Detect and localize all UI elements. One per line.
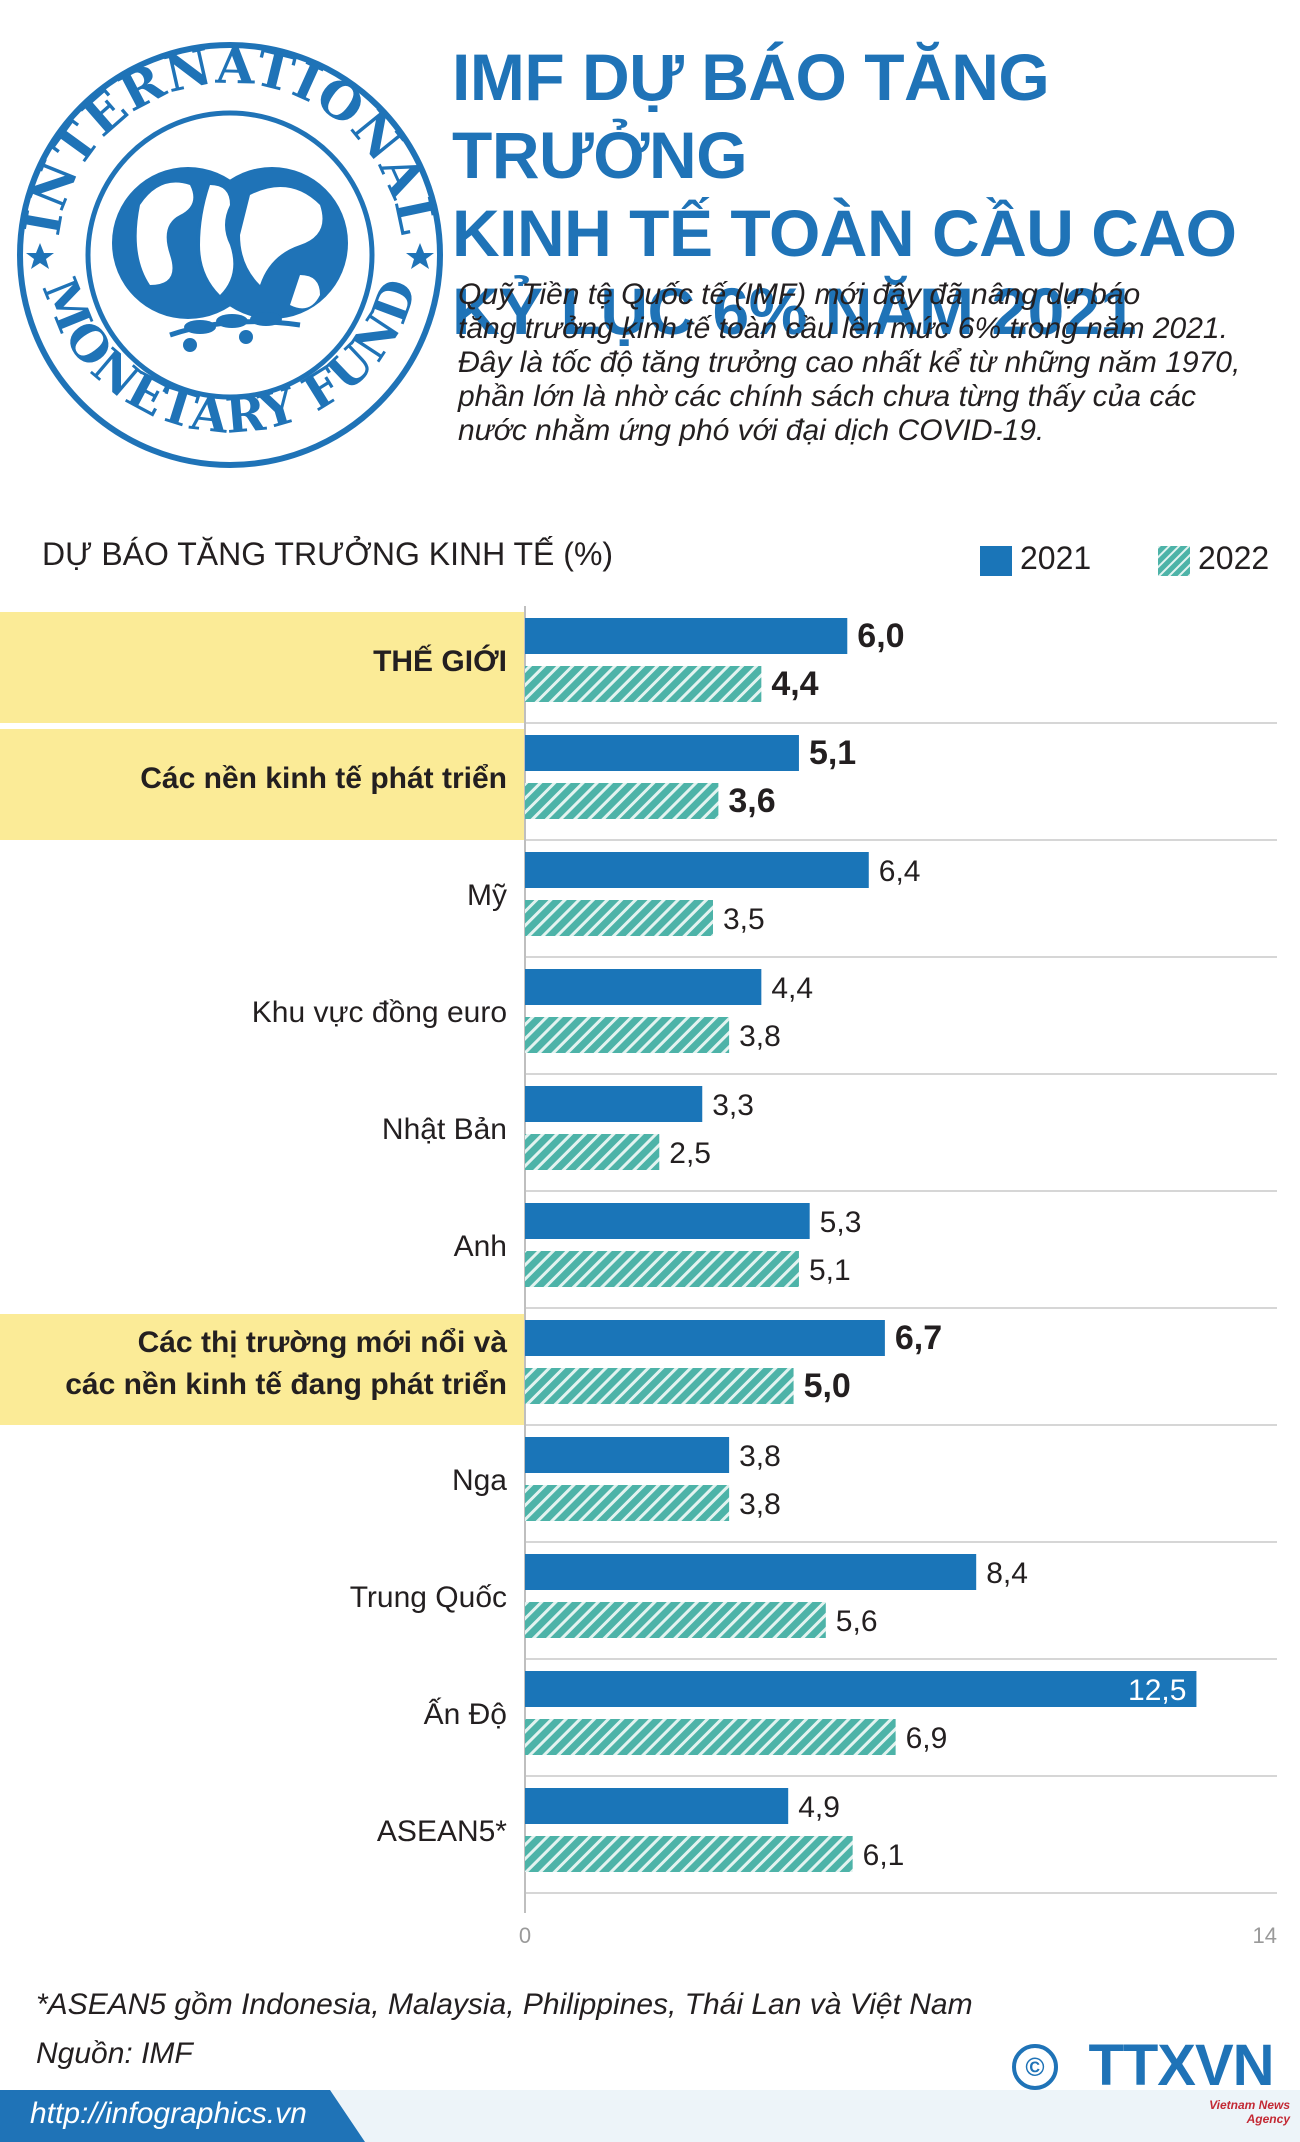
category-label: Khu vực đồng euro	[252, 996, 507, 1029]
bar-2021	[525, 1086, 703, 1122]
chart-title: DỰ BÁO TĂNG TRƯỞNG KINH TẾ (%)	[42, 536, 614, 572]
bar-value-label: 4,9	[798, 1791, 840, 1824]
bar-2021	[525, 618, 848, 654]
bar-value-label: 5,1	[809, 1254, 851, 1287]
bar-value-label: 4,4	[771, 665, 818, 703]
globe-icon	[112, 167, 348, 319]
category-label: Các thị trường mới nổi và	[138, 1326, 508, 1359]
bar-2022	[525, 1134, 660, 1170]
bar-2022	[525, 1719, 896, 1755]
bar-value-label: 3,6	[728, 782, 775, 820]
bar-2022	[525, 783, 719, 819]
bar-value-label: 12,5	[1128, 1674, 1186, 1707]
imf-logo: INTERNATIONAL MONETARY FUND	[12, 36, 447, 468]
intro-line: nước nhằm ứng phó với đại dịch COVID-19.	[458, 414, 1045, 447]
bar-2022	[525, 666, 762, 702]
x-tick-label: 0	[519, 1923, 531, 1948]
bar-value-label: 4,4	[771, 972, 813, 1005]
star-icon	[26, 243, 434, 269]
legend-swatch-2022	[1158, 546, 1190, 576]
bar-value-label: 2,5	[669, 1137, 711, 1170]
title-line: KỶ LỤC 6% NĂM 2021	[452, 274, 1137, 348]
intro-line: Đây là tốc độ tăng trưởng cao nhất kể từ…	[458, 346, 1241, 379]
bar-value-label: 6,9	[906, 1722, 948, 1755]
bar-2021	[525, 1671, 1197, 1707]
bar-value-label: 3,8	[739, 1020, 781, 1053]
page-title: IMF DỰ BÁO TĂNG TRƯỞNG KINH TẾ TOÀN CẦU …	[452, 38, 1292, 350]
category-label: THẾ GIỚI	[373, 644, 507, 678]
category-label: Trung Quốc	[350, 1581, 507, 1614]
bar-value-label: 3,8	[739, 1488, 781, 1521]
bar-2021	[525, 1437, 730, 1473]
category-label: ASEAN5*	[377, 1815, 507, 1848]
bar-value-label: 8,4	[986, 1557, 1028, 1590]
bar-value-label: 3,8	[739, 1440, 781, 1473]
bar-2022	[525, 1836, 853, 1872]
copyright-icon: ©	[1012, 2044, 1058, 2090]
bar-value-label: 6,1	[863, 1839, 905, 1872]
category-label: Mỹ	[467, 879, 507, 912]
bar-2021	[525, 1788, 789, 1824]
bar-chart: 6,0 4,4 THẾ GIỚI 5,1 3,6 Các nền kinh tế phát…	[0, 606, 1277, 1948]
bar-value-label: 3,5	[723, 903, 765, 936]
bar-2022	[525, 1251, 799, 1287]
website-link[interactable]: http://infographics.vn	[30, 2097, 307, 2130]
source-note: Nguồn: IMF	[36, 2037, 193, 2070]
bar-2021	[525, 969, 762, 1005]
bar-value-label: 6,0	[857, 617, 904, 655]
bar-value-label: 5,0	[804, 1367, 851, 1405]
bar-2022	[525, 900, 713, 936]
bar-value-label: 5,1	[809, 734, 856, 772]
intro-line: phần lớn là nhờ các chính sách chưa từng…	[458, 380, 1197, 413]
footnote: *ASEAN5 gồm Indonesia, Malaysia, Philipp…	[36, 1988, 973, 2021]
category-label: Ấn Độ	[424, 1697, 507, 1731]
bar-value-label: 5,6	[836, 1605, 878, 1638]
highlight-band	[0, 1314, 525, 1425]
intro-line: Quỹ Tiền tệ Quốc tế (IMF) mới đây đã nân…	[458, 278, 1141, 311]
bar-2021	[525, 1554, 977, 1590]
category-label: Nhật Bản	[382, 1113, 507, 1146]
highlight-band	[0, 729, 525, 840]
bar-2021	[525, 1203, 810, 1239]
highlight-band	[0, 612, 525, 723]
legend-label: 2021	[1020, 540, 1092, 576]
legend-label: 2022	[1198, 540, 1270, 576]
footer-bar	[0, 2090, 1300, 2142]
bar-2022	[525, 1485, 730, 1521]
category-label: Anh	[454, 1230, 507, 1263]
legend-swatch-2021	[980, 546, 1012, 576]
ttxvn-subtitle: Vietnam News Agency	[1209, 2098, 1290, 2126]
bar-2021	[525, 1320, 885, 1356]
category-label: Các nền kinh tế phát triển	[140, 762, 507, 795]
bar-2022	[525, 1017, 730, 1053]
bar-2021	[525, 735, 799, 771]
title-line: KINH TẾ TOÀN CẦU CAO	[452, 196, 1237, 270]
x-tick-label: 14	[1253, 1923, 1277, 1948]
bar-2021	[525, 852, 869, 888]
intro-paragraph: Quỹ Tiền tệ Quốc tế (IMF) mới đây đã nân…	[458, 278, 1293, 448]
olive-branch-icon	[169, 312, 301, 352]
bar-value-label: 5,3	[820, 1206, 862, 1239]
bar-value-label: 6,4	[879, 855, 921, 888]
bar-2022	[525, 1602, 826, 1638]
intro-line: tăng trưởng kinh tế toàn cầu lên mức 6% …	[458, 312, 1228, 345]
category-label: Nga	[452, 1464, 507, 1497]
ttxvn-logo: TTXVN	[1088, 2033, 1274, 2098]
bar-2022	[525, 1368, 794, 1404]
bar-value-label: 3,3	[712, 1089, 754, 1122]
title-line: IMF DỰ BÁO TĂNG TRƯỞNG	[452, 40, 1050, 192]
bar-value-label: 6,7	[895, 1319, 942, 1357]
category-label: các nền kinh tế đang phát triển	[65, 1368, 507, 1401]
